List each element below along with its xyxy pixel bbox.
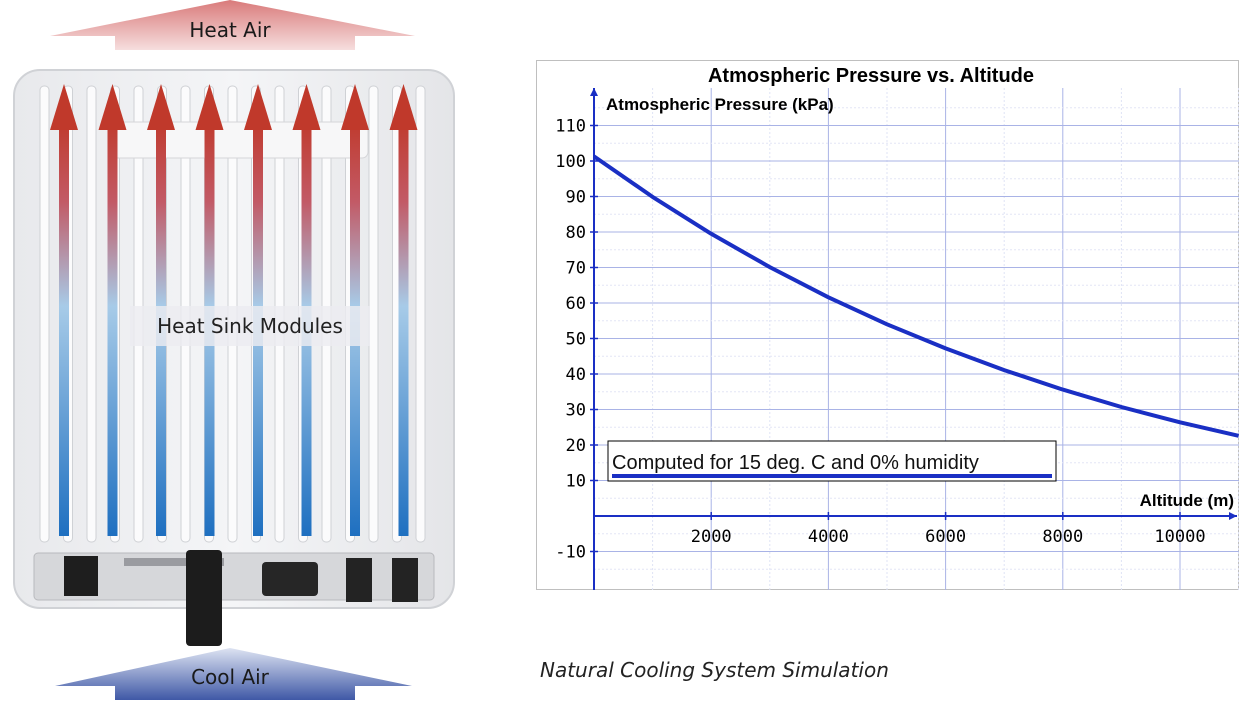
y-tick-label: 90 xyxy=(566,188,586,208)
heat-sink-fin xyxy=(368,85,379,543)
airflow-arrow-head xyxy=(341,84,369,130)
pressure-curve xyxy=(592,154,1239,438)
figure-caption: Natural Cooling System Simulation xyxy=(540,658,889,682)
power-switch xyxy=(262,562,318,596)
airflow-arrow-head xyxy=(389,84,418,130)
connector-right-1 xyxy=(346,558,372,602)
y-tick-label: 100 xyxy=(555,152,586,172)
chart-title: Atmospheric Pressure vs. Altitude xyxy=(708,65,1034,87)
chart-tick-labels: 2000 4000 6000 8000 10000 -10 10 20 30 40 50 60 70 80… xyxy=(555,117,1205,563)
chart-series xyxy=(592,154,1239,438)
x-tick-label: 8000 xyxy=(1042,527,1083,547)
airflow-arrow-head xyxy=(147,84,175,130)
airflow-arrow-head xyxy=(195,84,224,130)
airflow-arrow-shaft xyxy=(59,118,69,536)
airflow-arrow-shaft xyxy=(107,118,118,536)
y-axis-label: Atmospheric Pressure (kPa) xyxy=(606,95,834,114)
y-tick-label: 10 xyxy=(566,472,586,492)
heat-sink-fin xyxy=(39,85,50,543)
heat-sink-fin xyxy=(86,85,97,543)
heat-air-arrow xyxy=(50,0,415,50)
x-tick-label: 2000 xyxy=(691,527,732,547)
chart-grid xyxy=(594,88,1239,590)
heat-sink-diagram: Heat Air Cool Air Heat Sink Modules xyxy=(0,0,470,711)
airflow-arrow-head xyxy=(292,84,321,130)
x-tick-label: 6000 xyxy=(925,527,966,547)
heat-air-label: Heat Air xyxy=(189,18,271,42)
connector-right-2 xyxy=(392,558,418,602)
airflow-arrow-head xyxy=(50,84,78,130)
heat-sink-fin xyxy=(415,85,426,543)
x-tick-label: 4000 xyxy=(808,527,849,547)
y-tick-label: 20 xyxy=(566,436,586,456)
cool-air-arrow xyxy=(55,648,412,700)
y-axis-arrow xyxy=(590,88,598,96)
y-tick-label: -10 xyxy=(555,543,586,563)
connector-slot xyxy=(124,558,224,566)
connector-left xyxy=(64,556,98,596)
airflow-arrow-head xyxy=(98,84,127,130)
cable-handle xyxy=(186,550,222,646)
y-tick-label: 70 xyxy=(566,259,586,279)
heat-sink-modules-label: Heat Sink Modules xyxy=(130,306,370,346)
y-tick-label: 50 xyxy=(566,330,586,350)
y-tick-label: 40 xyxy=(566,365,586,385)
y-tick-label: 30 xyxy=(566,401,586,421)
annotation-text: Computed for 15 deg. C and 0% humidity xyxy=(612,452,979,474)
y-tick-label: 110 xyxy=(555,117,586,137)
airflow-arrow-head xyxy=(244,84,272,130)
y-tick-label: 80 xyxy=(566,223,586,243)
pressure-altitude-chart: 2000 4000 6000 8000 10000 -10 10 20 30 40 50 60 70 80… xyxy=(536,60,1239,590)
cool-air-label: Cool Air xyxy=(191,665,269,689)
airflow-arrow-shaft xyxy=(398,118,409,536)
x-axis-label: Altitude (m) xyxy=(1140,491,1234,510)
x-tick-label: 10000 xyxy=(1154,527,1205,547)
x-axis-arrow xyxy=(1229,512,1237,520)
y-tick-label: 60 xyxy=(566,294,586,314)
